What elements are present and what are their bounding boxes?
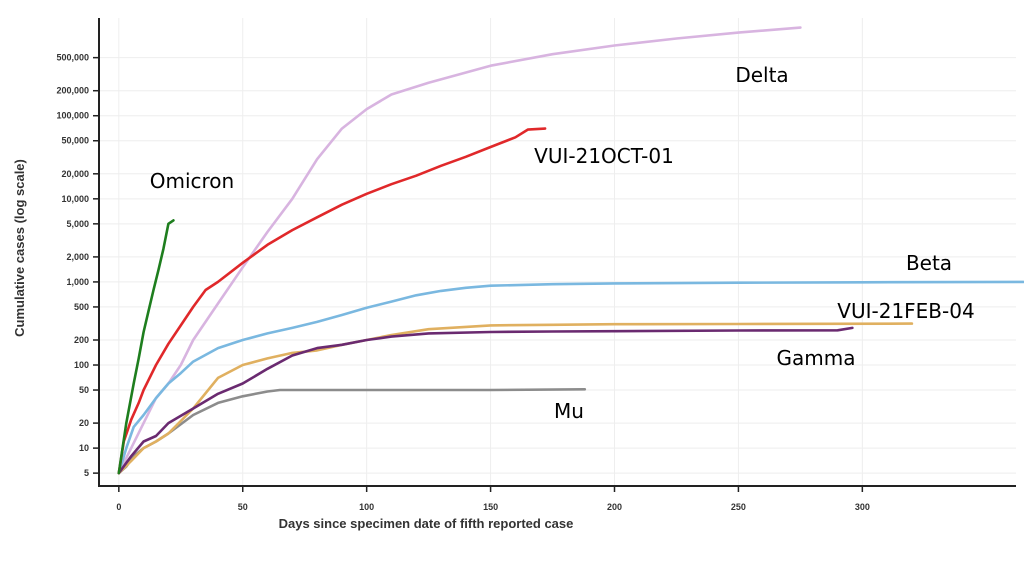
y-axis-ticks: 5 10 20 50 100 200 500 1,000 2,000 5,000 10,000 20,… bbox=[56, 53, 99, 478]
series-line-omicron bbox=[117, 219, 175, 475]
y-tick-label-3: 50 bbox=[79, 385, 89, 395]
x-tick-label-4: 200 bbox=[607, 502, 622, 512]
x-tick-label-6: 300 bbox=[855, 502, 870, 512]
x-axis-ticks: 0 50 100 150 200 250 300 bbox=[116, 486, 870, 512]
series-label-vui-21oct-01: VUI-21OCT-01 bbox=[534, 144, 674, 168]
y-tick-label-4: 100 bbox=[74, 360, 89, 370]
series-label-mu: Mu bbox=[554, 399, 584, 423]
y-tick-label-14: 200,000 bbox=[56, 86, 89, 96]
y-tick-label-7: 1,000 bbox=[66, 277, 89, 287]
series-labels: Delta VUI-21OCT-01 Omicron Beta VUI-21FEB-04… bbox=[150, 63, 975, 423]
y-tick-label-6: 500 bbox=[74, 302, 89, 312]
series-line-gamma bbox=[117, 326, 854, 475]
series-lines bbox=[117, 26, 1024, 475]
y-tick-label-0: 5 bbox=[84, 468, 89, 478]
x-axis-title: Days since specimen date of fifth report… bbox=[279, 516, 574, 531]
series-line-beta bbox=[117, 280, 1024, 475]
series-label-gamma: Gamma bbox=[777, 346, 856, 370]
y-tick-label-10: 10,000 bbox=[61, 194, 89, 204]
series-line-vui-21oct-01 bbox=[117, 127, 547, 475]
y-tick-label-2: 20 bbox=[79, 418, 89, 428]
series-label-beta: Beta bbox=[906, 251, 952, 275]
y-tick-label-13: 100,000 bbox=[56, 111, 89, 121]
y-tick-label-12: 50,000 bbox=[61, 136, 89, 146]
y-tick-label-5: 200 bbox=[74, 335, 89, 345]
series-line-delta bbox=[117, 26, 802, 475]
y-tick-label-1: 10 bbox=[79, 443, 89, 453]
y-tick-label-9: 5,000 bbox=[66, 219, 89, 229]
x-tick-label-3: 150 bbox=[483, 502, 498, 512]
series-label-vui-21feb-04: VUI-21FEB-04 bbox=[837, 299, 974, 323]
x-tick-label-0: 0 bbox=[116, 502, 121, 512]
series-label-delta: Delta bbox=[735, 63, 788, 87]
x-tick-label-1: 50 bbox=[238, 502, 248, 512]
series-label-omicron: Omicron bbox=[150, 169, 234, 193]
x-tick-label-5: 250 bbox=[731, 502, 746, 512]
gridlines bbox=[99, 18, 1016, 486]
y-axis-title: Cumulative cases (log scale) bbox=[12, 159, 27, 337]
y-tick-label-8: 2,000 bbox=[66, 252, 89, 262]
y-tick-label-11: 20,000 bbox=[61, 169, 89, 179]
series-line-mu bbox=[117, 388, 587, 475]
x-tick-label-2: 100 bbox=[359, 502, 374, 512]
y-tick-label-15: 500,000 bbox=[56, 53, 89, 63]
